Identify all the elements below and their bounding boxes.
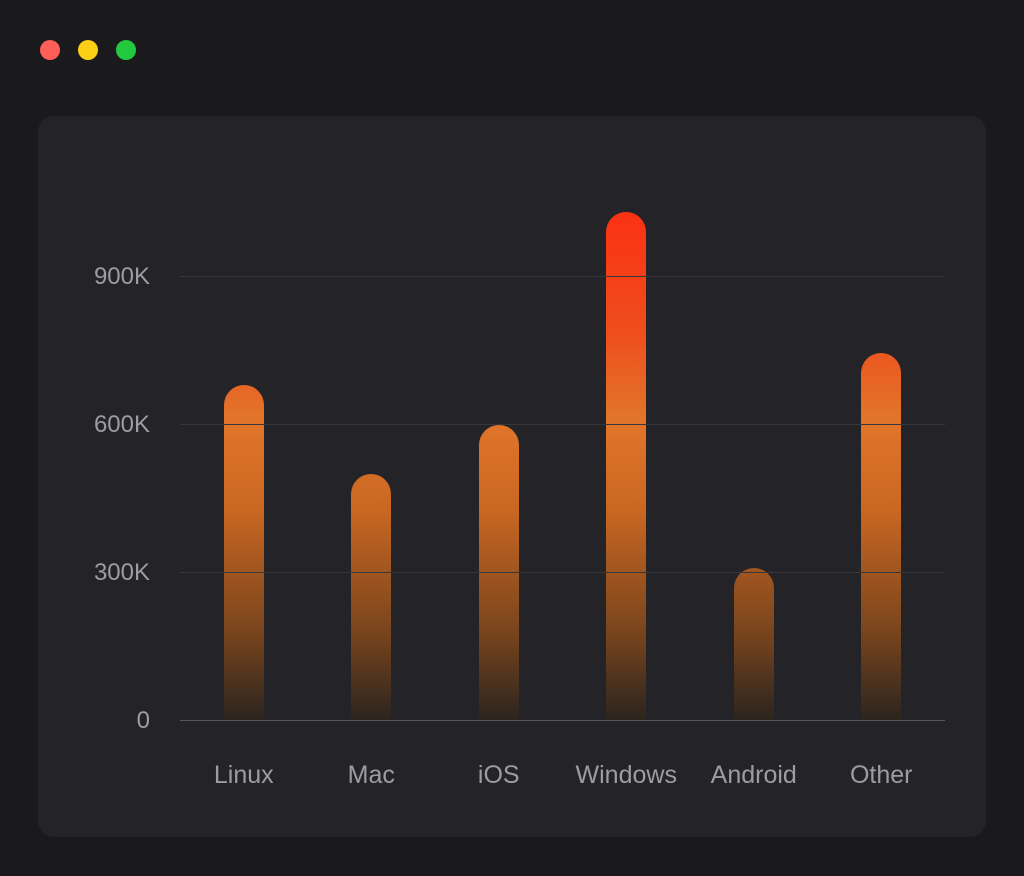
bars-row bbox=[180, 116, 945, 721]
bar-other[interactable] bbox=[861, 353, 902, 721]
bar-column bbox=[308, 116, 436, 721]
bar-windows[interactable] bbox=[606, 212, 647, 721]
y-tick-label: 900K bbox=[93, 263, 150, 290]
y-tick-label: 0 bbox=[136, 707, 150, 734]
x-tick-label-mac: Mac bbox=[347, 761, 395, 789]
bar-column bbox=[563, 116, 691, 721]
bar-android[interactable] bbox=[733, 568, 774, 721]
bar-column bbox=[690, 116, 818, 721]
x-axis-line bbox=[180, 720, 945, 721]
x-tick-label-linux: Linux bbox=[213, 761, 274, 789]
y-tick-label: 600K bbox=[93, 411, 150, 438]
x-tick-label-other: Other bbox=[849, 761, 913, 789]
zoom-button[interactable] bbox=[116, 40, 136, 60]
bar-mac[interactable] bbox=[351, 474, 392, 721]
plot-area bbox=[180, 116, 945, 721]
x-tick-label-ios: iOS bbox=[477, 761, 520, 789]
bar-column bbox=[435, 116, 563, 721]
gridline bbox=[180, 276, 945, 277]
bar-linux[interactable] bbox=[223, 385, 264, 721]
bar-column bbox=[180, 116, 308, 721]
chart-panel: 0 300K 600K 900K Linux Mac iOS Windows Android O… bbox=[38, 116, 986, 837]
bar-column bbox=[818, 116, 946, 721]
close-button[interactable] bbox=[40, 40, 60, 60]
bar-ios[interactable] bbox=[478, 425, 519, 721]
y-tick-label: 300K bbox=[93, 559, 150, 586]
x-tick-label-windows: Windows bbox=[575, 761, 677, 789]
gridline bbox=[180, 424, 945, 425]
x-axis-labels: Linux Mac iOS Windows Android Other bbox=[180, 761, 945, 790]
window-controls bbox=[40, 40, 136, 60]
x-tick-label-android: Android bbox=[710, 761, 797, 789]
y-axis: 0 300K 600K 900K bbox=[38, 116, 150, 733]
gridline bbox=[180, 572, 945, 573]
minimize-button[interactable] bbox=[78, 40, 98, 60]
